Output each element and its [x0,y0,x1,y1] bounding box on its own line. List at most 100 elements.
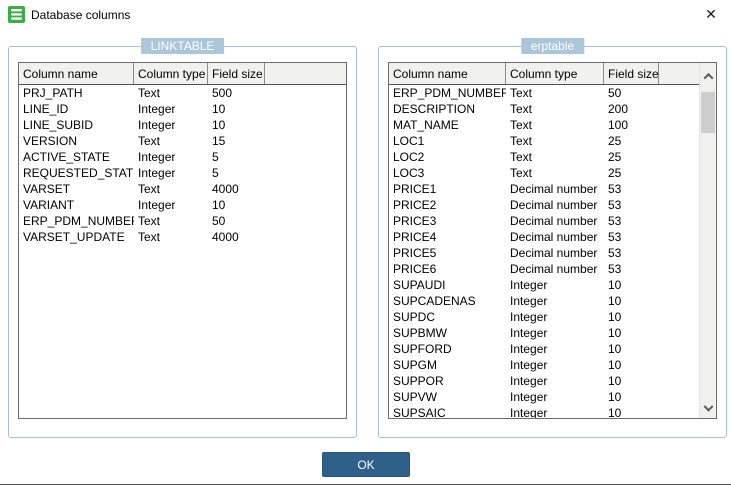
field-size-cell: 4000 [212,230,239,244]
header-field-size[interactable]: Field size [208,63,265,84]
column-type-cell: Text [510,118,533,132]
scroll-up-button[interactable] [700,63,716,89]
column-type-cell: Text [138,214,161,228]
table-row[interactable]: SUPDC Integer 10 [389,309,716,325]
table-row[interactable]: REQUESTED_STATE Integer 5 [19,165,346,181]
column-name-cell: VERSION [23,134,78,148]
vertical-scrollbar[interactable] [699,63,716,418]
column-type-cell: Decimal number [510,230,598,244]
field-size-cell: 5 [212,150,219,164]
table-row[interactable]: DESCRIPTION Text 200 [389,101,716,117]
table-row[interactable]: PRICE4 Decimal number 53 [389,229,716,245]
field-size-cell: 4000 [212,182,239,196]
table-row[interactable]: LINE_ID Integer 10 [19,101,346,117]
column-type-cell: Decimal number [510,182,598,196]
table-row[interactable]: SUPAUDI Integer 10 [389,277,716,293]
column-name-cell: SUPSAIC [393,406,446,419]
column-name-cell: REQUESTED_STATE [23,166,134,180]
column-name-cell: PRICE4 [393,230,437,244]
table-row[interactable]: PRJ_PATH Text 500 [19,85,346,101]
table-header: Column name Column type Field size [389,63,716,85]
column-name-cell: LINE_SUBID [23,118,94,132]
table-row[interactable]: VARIANT Integer 10 [19,197,346,213]
table-row[interactable]: LOC1 Text 25 [389,133,716,149]
column-type-cell: Integer [510,406,548,419]
column-type-cell: Text [510,166,533,180]
header-column-type[interactable]: Column type [134,63,208,84]
field-size-cell: 10 [608,390,622,404]
column-name-cell: SUPCADENAS [393,294,476,308]
field-size-cell: 50 [608,86,622,100]
chevron-down-icon [703,401,713,412]
field-size-cell: 53 [608,262,622,276]
column-type-cell: Integer [510,358,548,372]
group-label-erptable: erptable [520,38,585,54]
header-column-name[interactable]: Column name [19,63,134,84]
close-icon: ✕ [705,7,717,23]
column-name-cell: LOC2 [393,150,425,164]
table-row[interactable]: SUPFORD Integer 10 [389,341,716,357]
table-body: ERP_PDM_NUMBER Text 50 DESCRIPTION Text 200 MA… [389,85,716,419]
field-size-cell: 10 [212,102,226,116]
field-size-cell: 10 [608,310,622,324]
column-name-cell: SUPFORD [393,342,452,356]
table-row[interactable]: LOC2 Text 25 [389,149,716,165]
table-row[interactable]: ACTIVE_STATE Integer 5 [19,149,346,165]
field-size-cell: 25 [608,134,622,148]
column-name-cell: ERP_PDM_NUMBER [23,214,134,228]
window-title: Database columns [31,8,131,22]
column-type-cell: Decimal number [510,262,598,276]
header-column-name[interactable]: Column name [389,63,506,84]
field-size-cell: 10 [608,342,622,356]
column-name-cell: PRICE1 [393,182,437,196]
column-type-cell: Integer [138,198,176,212]
table-row[interactable]: VARSET Text 4000 [19,181,346,197]
panel-linktable: LINKTABLE Column name Column type Field … [8,38,357,438]
ok-button[interactable]: OK [322,452,410,477]
table-row[interactable]: SUPPOR Integer 10 [389,373,716,389]
column-name-cell: VARSET [23,182,71,196]
field-size-cell: 53 [608,246,622,260]
column-type-cell: Text [138,86,161,100]
table-row[interactable]: PRICE5 Decimal number 53 [389,245,716,261]
table-row[interactable]: PRICE2 Decimal number 53 [389,197,716,213]
scroll-down-button[interactable] [700,401,716,418]
close-button[interactable]: ✕ [699,3,723,27]
table-row[interactable]: ERP_PDM_NUMBER Text 50 [19,213,346,229]
header-column-type[interactable]: Column type [506,63,604,84]
table-row[interactable]: SUPCADENAS Integer 10 [389,293,716,309]
field-size-cell: 53 [608,182,622,196]
table-row[interactable]: SUPVW Integer 10 [389,389,716,405]
table-row[interactable]: SUPBMW Integer 10 [389,325,716,341]
column-name-cell: SUPAUDI [393,278,446,292]
table-row[interactable]: PRICE1 Decimal number 53 [389,181,716,197]
table-row[interactable]: ERP_PDM_NUMBER Text 50 [389,85,716,101]
group-label-linktable: LINKTABLE [140,38,225,54]
column-type-cell: Text [510,134,533,148]
table-row[interactable]: SUPSAIC Integer 10 [389,405,716,419]
table-row[interactable]: LINE_SUBID Integer 10 [19,117,346,133]
column-type-cell: Integer [510,278,548,292]
table-row[interactable]: MAT_NAME Text 100 [389,117,716,133]
panel-erptable: erptable Column name Column type Field s… [378,38,727,438]
column-type-cell: Decimal number [510,198,598,212]
column-name-cell: MAT_NAME [393,118,459,132]
table-row[interactable]: PRICE6 Decimal number 53 [389,261,716,277]
column-type-cell: Integer [510,310,548,324]
column-type-cell: Integer [138,150,176,164]
header-empty[interactable] [265,63,346,84]
header-field-size[interactable]: Field size [604,63,659,84]
table-row[interactable]: VARSET_UPDATE Text 4000 [19,229,346,245]
column-name-cell: DESCRIPTION [393,102,476,116]
scrollbar-thumb[interactable] [701,92,715,133]
table-body: PRJ_PATH Text 500 LINE_ID Integer 10 LINE_SUBI… [19,85,346,245]
linktable-columns-table: Column name Column type Field size PRJ_P… [18,62,347,419]
field-size-cell: 10 [608,406,622,419]
table-row[interactable]: VERSION Text 15 [19,133,346,149]
column-name-cell: VARSET_UPDATE [23,230,125,244]
column-type-cell: Text [510,86,533,100]
table-row[interactable]: SUPGM Integer 10 [389,357,716,373]
erptable-columns-table: Column name Column type Field size ERP_P… [388,62,717,419]
table-row[interactable]: LOC3 Text 25 [389,165,716,181]
table-row[interactable]: PRICE3 Decimal number 53 [389,213,716,229]
